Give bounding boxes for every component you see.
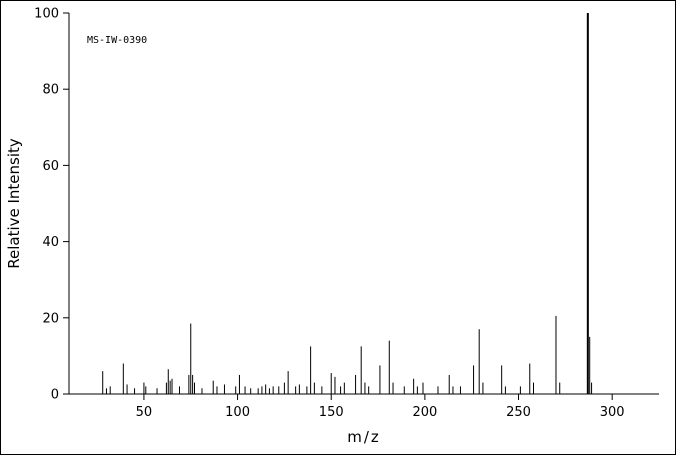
x-tick-label: 100: [225, 405, 250, 420]
x-tick-label: 150: [319, 405, 344, 420]
sample-id-annotation: MS-IW-0390: [87, 35, 147, 46]
x-axis-title: m/z: [347, 428, 381, 446]
y-axis-title: Relative Intensity: [5, 138, 23, 269]
y-tick-label: 40: [42, 235, 59, 250]
x-tick-label: 250: [506, 405, 531, 420]
y-tick-label: 80: [42, 83, 59, 98]
y-tick-label: 20: [42, 311, 59, 326]
y-tick-label: 60: [42, 159, 59, 174]
x-tick-label: 50: [136, 405, 153, 420]
x-tick-label: 200: [412, 405, 437, 420]
x-tick-label: 300: [600, 405, 625, 420]
y-tick-label: 100: [34, 7, 59, 22]
y-tick-label: 0: [51, 388, 59, 403]
